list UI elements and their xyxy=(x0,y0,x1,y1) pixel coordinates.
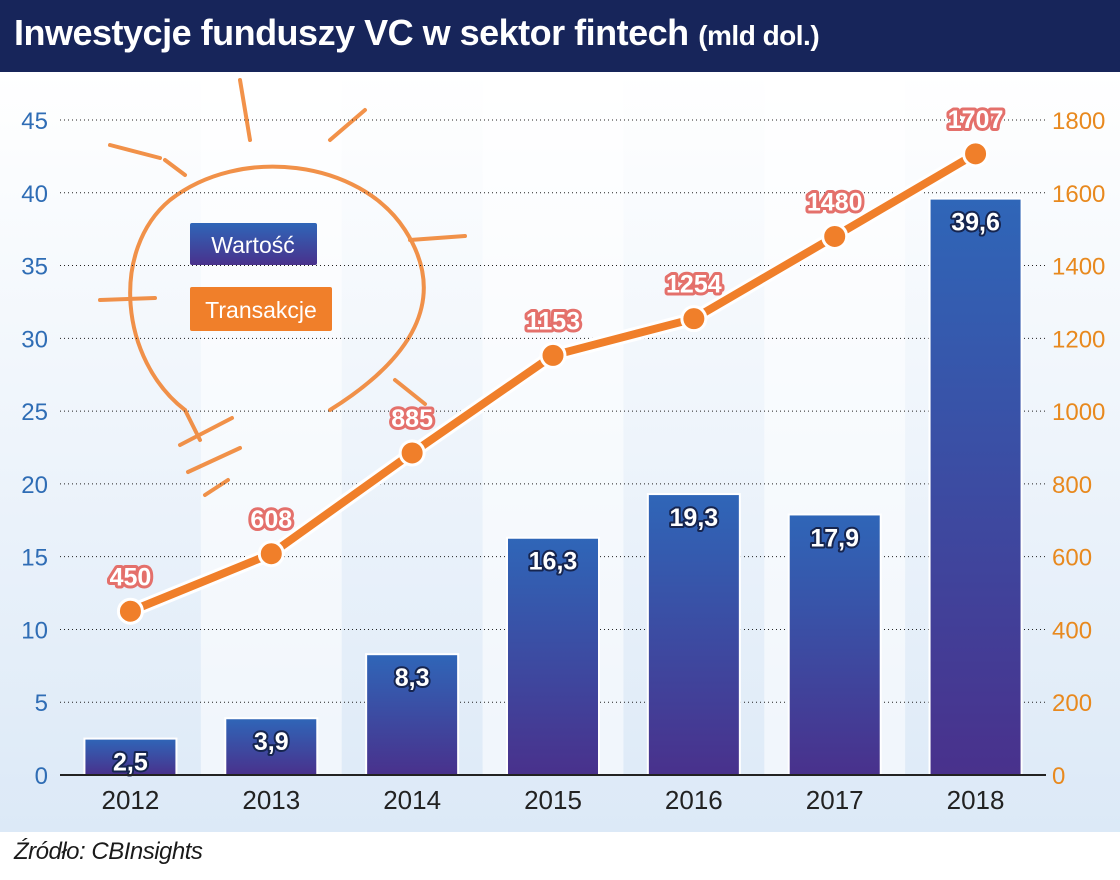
x-tick-label: 2018 xyxy=(947,785,1005,815)
lightbulb-rays xyxy=(98,78,467,406)
line-point xyxy=(539,341,567,369)
bar xyxy=(787,513,882,776)
line-data-label: 608 xyxy=(250,506,292,534)
lightbulb-outline xyxy=(128,164,426,412)
line-point xyxy=(398,439,426,467)
y-right-tick-label: 600 xyxy=(1052,545,1092,572)
source-note: Źródło: CBInsights xyxy=(14,838,203,865)
line-data-label: 1153 xyxy=(526,307,580,335)
x-tick-label: 2017 xyxy=(806,785,864,815)
line-data-label: 1254 xyxy=(666,271,722,299)
y-right-tick-label: 1600 xyxy=(1052,181,1105,208)
y-right-tick-label: 200 xyxy=(1052,690,1092,717)
line-point xyxy=(680,305,708,333)
y-left-tick-label: 5 xyxy=(35,690,48,717)
bar-data-label: 39,6 xyxy=(951,209,1000,237)
legend-swatch-wartosc xyxy=(190,223,317,265)
x-tick-label: 2013 xyxy=(242,785,300,815)
line-point xyxy=(257,540,285,568)
y-left-tick-label: 30 xyxy=(21,326,48,353)
line-point xyxy=(821,222,849,250)
y-left-tick-label: 0 xyxy=(35,763,48,790)
legend-label-transakcje: Transakcje xyxy=(205,297,317,323)
y-left-tick-label: 35 xyxy=(21,254,48,281)
y-right-tick-label: 800 xyxy=(1052,472,1092,499)
y-right-tick-label: 1400 xyxy=(1052,254,1105,281)
line-data-label: 450 xyxy=(110,563,152,591)
bar xyxy=(365,653,460,777)
y-right-tick-label: 1800 xyxy=(1052,108,1105,135)
bar xyxy=(928,197,1023,777)
x-tick-label: 2015 xyxy=(524,785,582,815)
bar xyxy=(646,493,741,776)
line-data-label: 885 xyxy=(391,405,433,433)
bar-data-label: 19,3 xyxy=(670,504,719,532)
bar-data-label: 2,5 xyxy=(113,749,148,777)
x-tick-label: 2014 xyxy=(383,785,441,815)
bar xyxy=(83,737,178,776)
bar-data-label: 17,9 xyxy=(810,524,859,552)
y-left-tick-label: 45 xyxy=(21,108,48,135)
legend-label-wartosc: Wartość xyxy=(211,232,295,258)
y-right-tick-label: 0 xyxy=(1052,763,1065,790)
y-right-tick-label: 1000 xyxy=(1052,399,1105,426)
chart-title: Inwestycje funduszy VC w sektor fintech … xyxy=(14,12,820,54)
bar-data-label: 3,9 xyxy=(254,728,289,756)
line-data-label: 1480 xyxy=(807,188,863,216)
y-left-tick-label: 15 xyxy=(21,545,48,572)
y-left-tick-label: 40 xyxy=(21,181,48,208)
legend-swatch-transakcje xyxy=(190,287,332,331)
title-main: Inwestycje funduszy VC w sektor fintech xyxy=(14,12,689,53)
line-data-label: 1707 xyxy=(948,106,1004,134)
y-left-tick-label: 10 xyxy=(21,617,48,644)
bar xyxy=(506,536,600,776)
line-point xyxy=(116,597,144,625)
lightbulb-icon xyxy=(98,78,467,497)
y-left-tick-label: 20 xyxy=(21,472,48,499)
title-bar: Inwestycje funduszy VC w sektor fintech … xyxy=(0,0,1120,72)
lightbulb-base xyxy=(178,408,242,497)
x-tick-label: 2012 xyxy=(102,785,160,815)
title-unit: (mld dol.) xyxy=(698,20,820,51)
chart-area: 0510152025303540450200400600800100012001… xyxy=(0,72,1120,832)
line-point xyxy=(962,140,990,168)
y-right-tick-label: 400 xyxy=(1052,617,1092,644)
bar xyxy=(224,717,319,777)
y-right-tick-label: 1200 xyxy=(1052,326,1105,353)
bar-data-label: 8,3 xyxy=(395,664,430,692)
x-tick-label: 2016 xyxy=(665,785,723,815)
y-left-tick-label: 25 xyxy=(21,399,48,426)
bar-data-label: 16,3 xyxy=(529,548,578,576)
